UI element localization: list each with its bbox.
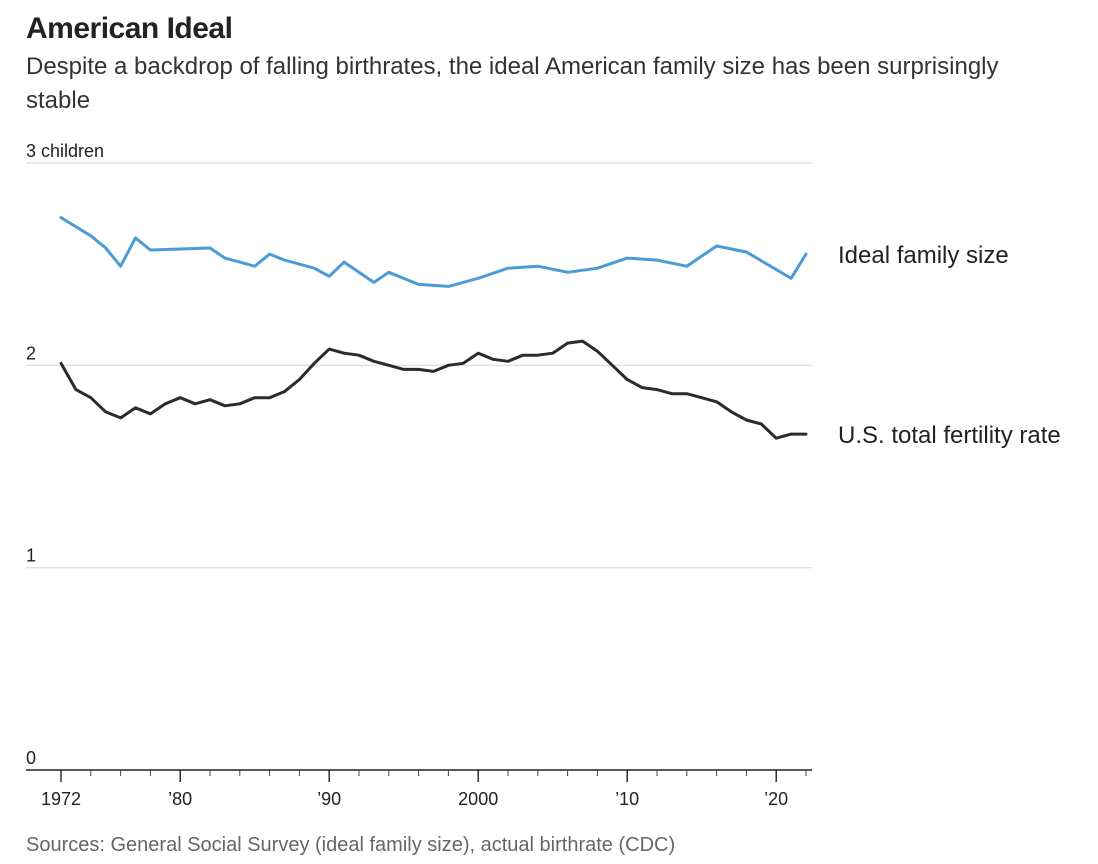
series-labels: Ideal family size U.S. total fertility ra… [838, 242, 1061, 449]
series-label-ideal-family-size: Ideal family size [838, 242, 1009, 269]
series-line-fertility-rate [59, 339, 808, 440]
x-axis-tick-labels: 1972 ’80 ’90 2000 ’10 ’20 [41, 789, 788, 809]
x-tick-label: 1972 [41, 789, 81, 809]
x-axis [26, 769, 812, 782]
series-lines [59, 216, 808, 440]
y-tick-label: 0 [26, 748, 36, 768]
series-label-fertility-rate: U.S. total fertility rate [838, 422, 1061, 449]
y-tick-label: 2 [26, 343, 36, 363]
series-line-ideal-family-size [59, 216, 808, 288]
x-tick-label: 2000 [458, 789, 498, 809]
chart-subtitle: Despite a backdrop of falling birthrates… [26, 53, 999, 114]
x-tick-label: ’90 [317, 789, 341, 809]
source-note: Sources: General Social Survey (ideal fa… [26, 834, 676, 856]
chart-title: American Ideal [26, 12, 233, 45]
x-tick-label: ’80 [168, 789, 192, 809]
x-tick-label: ’10 [615, 789, 639, 809]
x-tick-label: ’20 [764, 789, 788, 809]
y-tick-label: 3 children [26, 141, 104, 161]
y-axis-tick-labels: 3 children 2 1 0 [26, 141, 104, 768]
y-tick-label: 1 [26, 546, 36, 566]
grid-lines [26, 162, 812, 569]
